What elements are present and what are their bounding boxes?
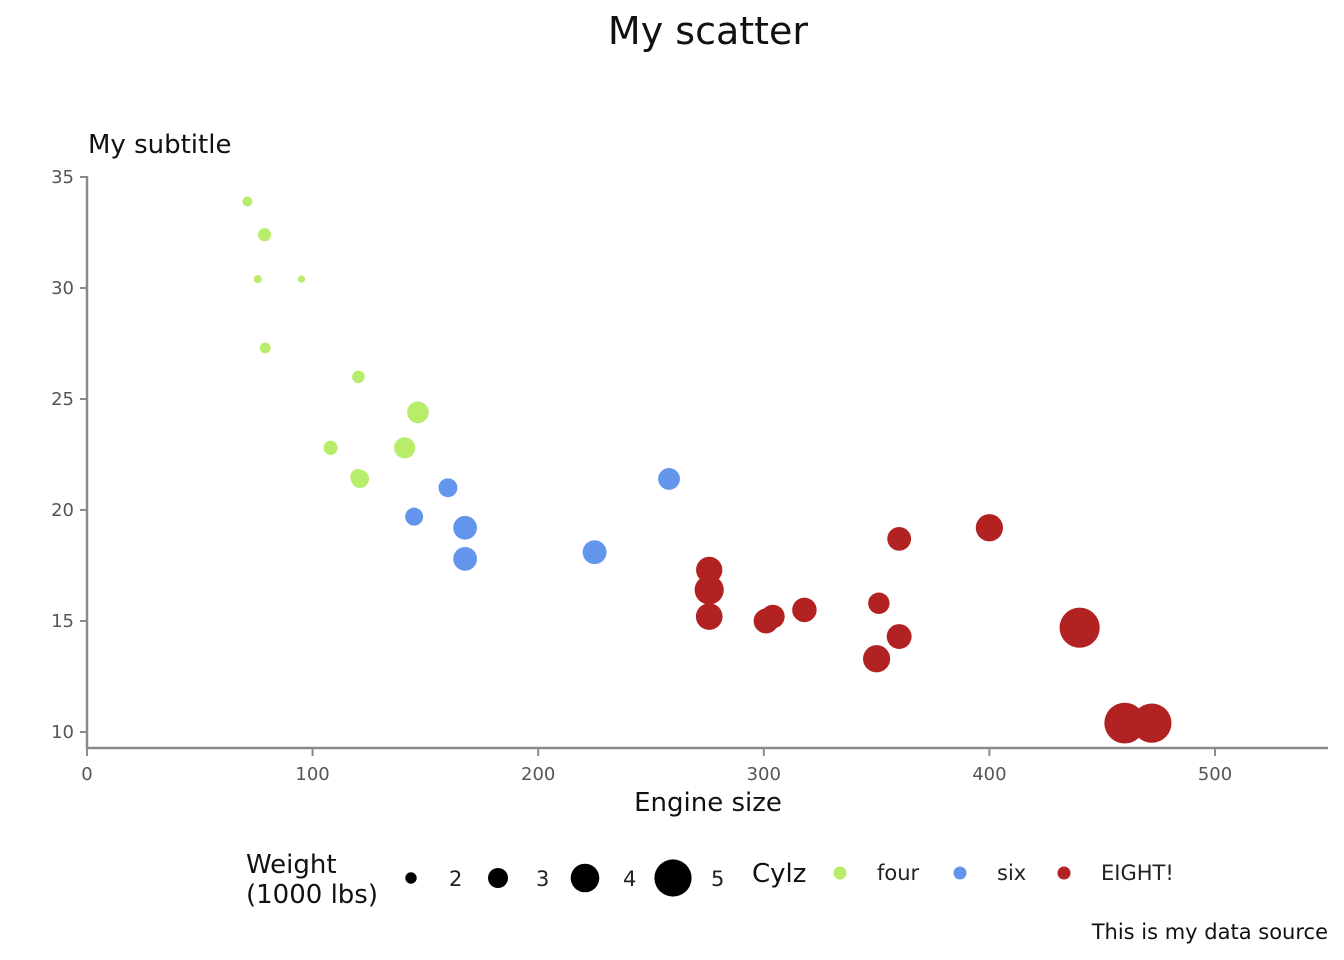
size-legend-title: (1000 lbs) <box>246 880 378 910</box>
data-point-four <box>393 437 416 459</box>
data-point-eight <box>792 597 817 623</box>
y-tick-label: 30 <box>51 278 74 299</box>
data-point-four <box>253 275 262 284</box>
data-point-eight <box>1104 702 1146 744</box>
color-legend-label: EIGHT! <box>1101 861 1174 885</box>
data-point-eight <box>868 592 890 614</box>
size-legend-key <box>405 872 417 884</box>
data-point-six <box>582 540 607 565</box>
color-legend-key <box>953 866 967 880</box>
data-point-six <box>658 467 680 490</box>
data-point-eight <box>694 575 724 605</box>
size-legend-key <box>488 868 508 888</box>
size-legend-label: 4 <box>623 867 636 891</box>
data-point-eight <box>696 556 723 584</box>
chart-title: My scatter <box>608 9 809 53</box>
data-point-six <box>438 478 458 498</box>
size-legend-title: Weight <box>246 850 337 880</box>
size-legend-label: 2 <box>449 867 462 891</box>
legend: Weight(1000 lbs) 2 3 4 5 Cylz four six EIGHT! <box>246 850 1174 910</box>
axes: 0 100 200 300 400 500 10 15 20 25 30 35 <box>51 167 1232 785</box>
plot-area <box>242 196 1172 744</box>
color-legend-key <box>1057 866 1071 880</box>
y-tick-label: 25 <box>51 389 74 410</box>
x-tick-label: 300 <box>747 764 781 785</box>
size-legend-label: 3 <box>536 867 549 891</box>
x-tick-label: 100 <box>295 764 329 785</box>
x-tick-label: 0 <box>81 764 92 785</box>
data-point-six <box>453 546 477 571</box>
data-point-four <box>350 469 370 488</box>
data-point-eight <box>695 603 723 630</box>
size-legend-key <box>570 863 600 893</box>
size-legend-key <box>654 859 692 897</box>
data-point-eight <box>975 514 1004 542</box>
color-legend-title: Cylz <box>752 859 806 889</box>
x-tick-label: 400 <box>972 764 1006 785</box>
data-point-eight <box>862 645 891 673</box>
chart-subtitle: My subtitle <box>88 130 231 160</box>
data-point-four <box>407 401 429 424</box>
data-point-six <box>405 507 424 526</box>
y-tick-label: 20 <box>51 500 74 521</box>
y-tick-label: 10 <box>51 722 74 743</box>
y-tick-label: 35 <box>51 167 74 188</box>
data-point-four <box>323 440 338 455</box>
data-point-eight <box>753 608 779 634</box>
color-legend-key <box>833 866 847 880</box>
size-legend-label: 5 <box>711 867 724 891</box>
data-point-eight <box>887 526 912 551</box>
data-point-eight <box>886 624 912 649</box>
data-point-six <box>453 515 477 540</box>
color-legend-label: four <box>877 861 920 885</box>
x-axis-title: Engine size <box>634 788 782 818</box>
y-tick-label: 15 <box>51 611 74 632</box>
data-point-four <box>297 275 306 283</box>
data-point-four <box>259 342 271 354</box>
data-point-four <box>352 370 365 384</box>
x-tick-label: 200 <box>521 764 555 785</box>
data-point-four <box>242 196 253 207</box>
x-tick-label: 500 <box>1198 764 1232 785</box>
chart-caption: This is my data source <box>1091 920 1328 944</box>
data-point-eight <box>1059 607 1100 648</box>
data-point-four <box>257 228 272 242</box>
color-legend-label: six <box>997 861 1026 885</box>
